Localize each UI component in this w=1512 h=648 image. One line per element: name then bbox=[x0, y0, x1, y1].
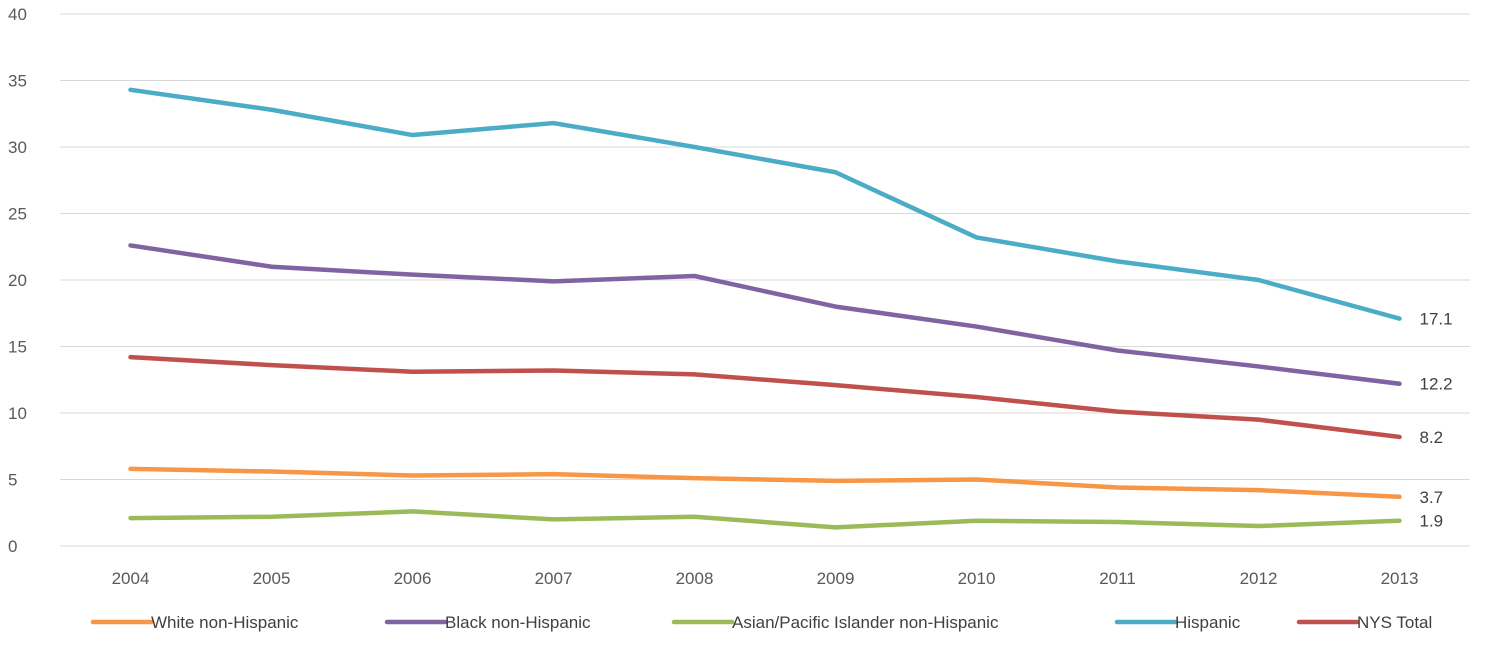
series-line-nys-total bbox=[128, 354, 1402, 440]
series-line-asian-pacific-islander-non-hispanic bbox=[128, 509, 1402, 530]
y-tick-label: 0 bbox=[8, 537, 17, 556]
legend-label: Asian/Pacific Islander non-Hispanic bbox=[732, 613, 999, 632]
series-lines bbox=[128, 87, 1402, 530]
x-tick-label: 2005 bbox=[253, 569, 291, 588]
legend-label: White non-Hispanic bbox=[151, 613, 299, 632]
x-axis-ticks: 2004 2005 2006 2007 2008 2009 2010 2011 2012 2013 bbox=[112, 569, 1419, 588]
y-tick-label: 40 bbox=[8, 5, 27, 24]
y-tick-label: 20 bbox=[8, 271, 27, 290]
data-label: 12.2 bbox=[1420, 375, 1453, 394]
legend: White non-Hispanic Black non-Hispanic Asia… bbox=[90, 613, 1432, 632]
legend-label: Black non-Hispanic bbox=[445, 613, 591, 632]
x-tick-label: 2013 bbox=[1381, 569, 1419, 588]
x-tick-label: 2009 bbox=[817, 569, 855, 588]
series-line-hispanic bbox=[128, 87, 1402, 321]
y-tick-label: 10 bbox=[8, 404, 27, 423]
gridlines bbox=[60, 13, 1470, 547]
legend-label: Hispanic bbox=[1175, 613, 1241, 632]
y-tick-label: 30 bbox=[8, 138, 27, 157]
x-tick-label: 2012 bbox=[1240, 569, 1278, 588]
x-tick-label: 2008 bbox=[676, 569, 714, 588]
y-tick-label: 5 bbox=[8, 471, 17, 490]
y-tick-label: 15 bbox=[8, 338, 27, 357]
data-label: 1.9 bbox=[1420, 512, 1444, 531]
x-tick-label: 2010 bbox=[958, 569, 996, 588]
data-label: 8.2 bbox=[1420, 428, 1444, 447]
y-axis-ticks: 0 5 10 15 20 25 30 35 40 bbox=[8, 5, 27, 556]
y-tick-label: 35 bbox=[8, 72, 27, 91]
y-tick-label: 25 bbox=[8, 205, 27, 224]
series-line-white-non-hispanic bbox=[128, 466, 1402, 500]
data-labels: 3.7 12.2 1.9 17.1 8.2 bbox=[1420, 310, 1453, 531]
x-tick-label: 2011 bbox=[1099, 569, 1136, 588]
data-label: 3.7 bbox=[1420, 488, 1444, 507]
series-line-black-non-hispanic bbox=[128, 243, 1402, 386]
legend-label: NYS Total bbox=[1357, 613, 1432, 632]
x-tick-label: 2007 bbox=[535, 569, 573, 588]
x-tick-label: 2004 bbox=[112, 569, 150, 588]
data-label: 17.1 bbox=[1420, 310, 1453, 329]
x-tick-label: 2006 bbox=[394, 569, 432, 588]
